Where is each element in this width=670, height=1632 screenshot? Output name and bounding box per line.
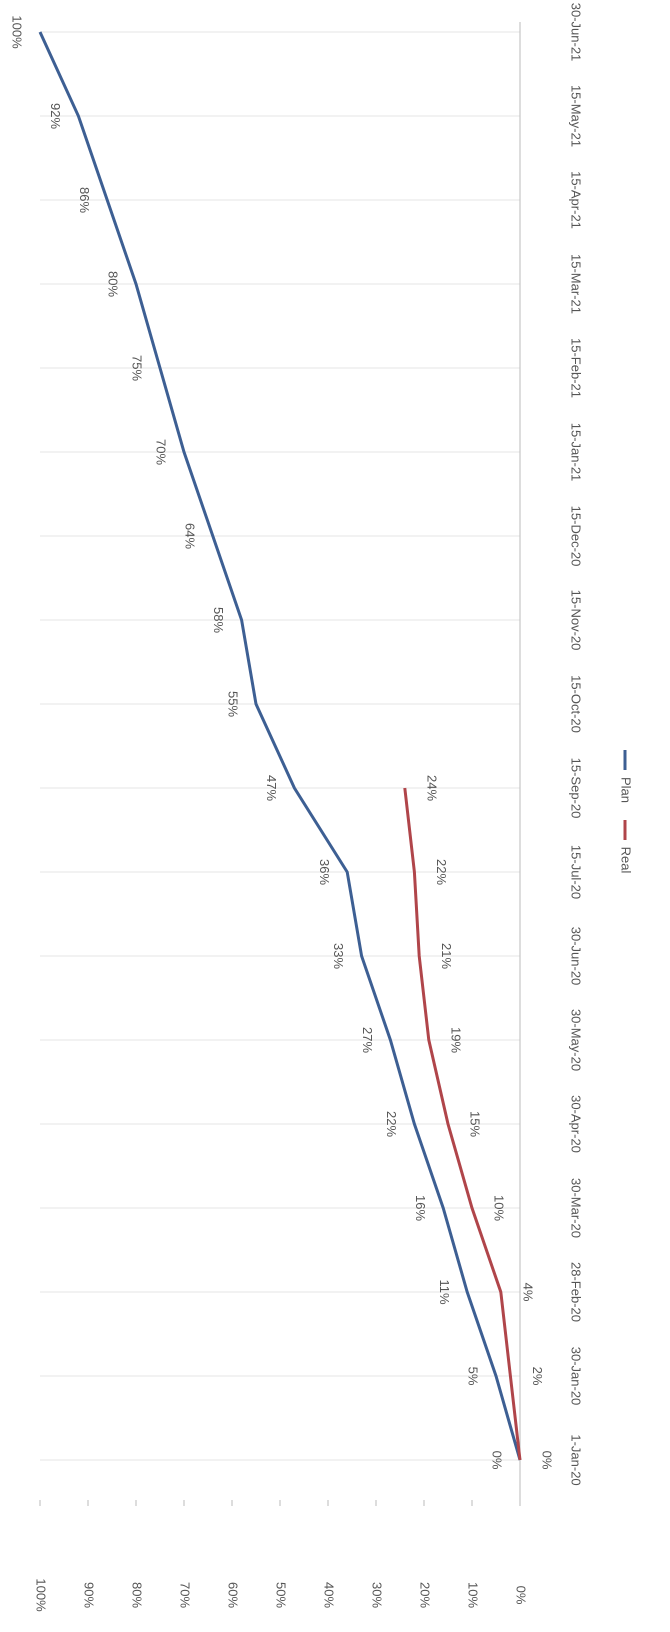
data-label: 58% (211, 607, 226, 633)
x-tick-label: 15-Dec-20 (569, 506, 584, 567)
x-tick-label: 30-Jun-21 (569, 3, 584, 62)
data-label: 80% (106, 271, 121, 297)
data-label: 75% (130, 355, 145, 381)
data-label: 0% (490, 1451, 505, 1470)
data-label: 10% (492, 1195, 507, 1221)
y-tick-label: 100% (34, 1578, 49, 1612)
x-tick-label: 30-Apr-20 (569, 1095, 584, 1153)
x-tick-label: 15-Nov-20 (569, 590, 584, 651)
x-tick-label: 30-May-20 (569, 1009, 584, 1071)
y-tick-label: 10% (466, 1582, 481, 1608)
data-label: 0% (540, 1451, 555, 1470)
data-label: 36% (317, 859, 332, 885)
x-tick-label: 28-Feb-20 (569, 1262, 584, 1322)
x-tick-label: 1-Jan-20 (569, 1434, 584, 1485)
data-label: 100% (10, 15, 25, 49)
data-label: 92% (48, 103, 63, 129)
x-tick-label: 15-May-21 (569, 85, 584, 147)
data-label: 24% (424, 775, 439, 801)
data-label: 64% (182, 523, 197, 549)
y-tick-label: 20% (418, 1582, 433, 1608)
y-tick-label: 30% (370, 1582, 385, 1608)
x-tick-label: 30-Jan-20 (569, 1347, 584, 1406)
data-label: 4% (520, 1283, 535, 1302)
data-label: 33% (331, 943, 346, 969)
data-label: 2% (530, 1367, 545, 1386)
data-label: 11% (437, 1279, 452, 1304)
data-label: 21% (439, 943, 454, 969)
legend-label: Real (619, 847, 634, 874)
y-tick-label: 90% (82, 1582, 97, 1608)
data-label: 15% (468, 1111, 483, 1137)
x-tick-label: 15-Sep-20 (569, 758, 584, 819)
x-tick-label: 15-Jan-21 (569, 423, 584, 482)
x-tick-label: 15-Oct-20 (569, 675, 584, 733)
y-tick-label: 0% (514, 1586, 529, 1605)
x-tick-label: 15-Jul-20 (569, 845, 584, 899)
series-line (38, 31, 522, 1461)
data-label: 70% (154, 439, 169, 465)
data-label: 86% (77, 187, 92, 213)
data-label: 47% (264, 775, 279, 801)
data-label: 22% (434, 859, 449, 885)
series-line (403, 787, 522, 1461)
y-tick-label: 60% (226, 1582, 241, 1608)
legend-label: Plan (619, 777, 634, 803)
y-tick-label: 70% (178, 1582, 193, 1608)
data-label: 19% (448, 1027, 463, 1053)
data-label: 16% (413, 1195, 428, 1221)
y-tick-label: 80% (130, 1582, 145, 1608)
x-tick-label: 15-Feb-21 (569, 338, 584, 398)
y-tick-label: 40% (322, 1582, 337, 1608)
x-tick-label: 15-Apr-21 (569, 171, 584, 229)
x-tick-label: 30-Mar-20 (569, 1178, 584, 1238)
x-tick-label: 30-Jun-20 (569, 927, 584, 986)
data-label: 27% (360, 1027, 375, 1053)
data-label: 22% (384, 1111, 399, 1137)
data-label: 5% (466, 1367, 481, 1386)
x-tick-label: 15-Mar-21 (569, 254, 584, 314)
y-tick-label: 50% (274, 1582, 289, 1608)
data-label: 55% (226, 691, 241, 717)
